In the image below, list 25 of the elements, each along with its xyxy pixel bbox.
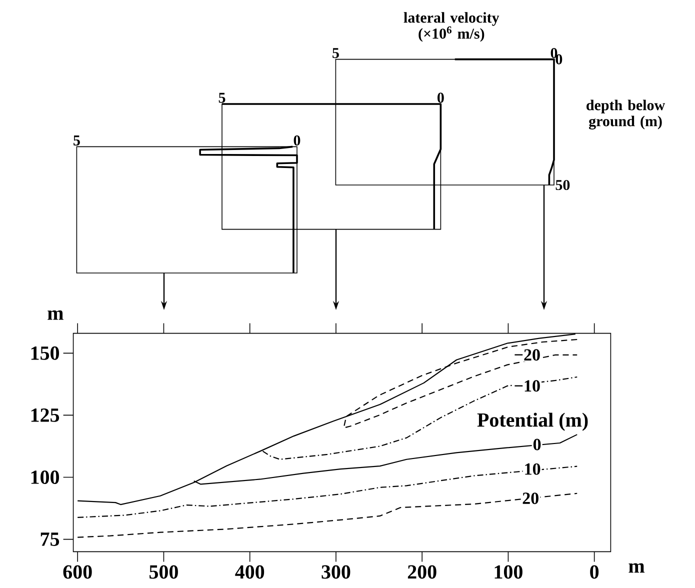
annotation: −10 [514, 380, 540, 392]
y-tick-label: 150 [31, 346, 60, 360]
x-axis-title: m [628, 563, 645, 573]
annotation: 0 [533, 438, 541, 450]
y-tick-label: 75 [40, 532, 60, 546]
annotation: Potential (m) [477, 412, 588, 431]
x-axis-title: lateral velocity (×10$^{6}$ m/s) [404, 12, 500, 42]
x-tick-label: 400 [235, 565, 264, 579]
x-tick-label: 5 [218, 92, 226, 103]
annotation: −20 [514, 349, 540, 361]
y-tick-label: 100 [31, 470, 60, 484]
annotation: 10 [525, 463, 540, 475]
y-axis-title: m [48, 310, 64, 320]
y-tick-label: 125 [31, 408, 60, 422]
annotation: 20 [522, 492, 538, 504]
x-tick-label: 600 [63, 565, 92, 579]
y-axis-title: depth below ground (m) [586, 100, 666, 130]
x-tick-label: 500 [150, 565, 178, 579]
y-tick-label: 50 [556, 180, 570, 190]
x-tick-label: 300 [322, 565, 350, 579]
x-tick-label: 200 [408, 565, 436, 579]
x-tick-label: 100 [494, 565, 522, 579]
x-tick-label: 5 [332, 48, 339, 58]
x-tick-label: 5 [74, 136, 80, 146]
x-tick-label: 0 [590, 565, 599, 579]
